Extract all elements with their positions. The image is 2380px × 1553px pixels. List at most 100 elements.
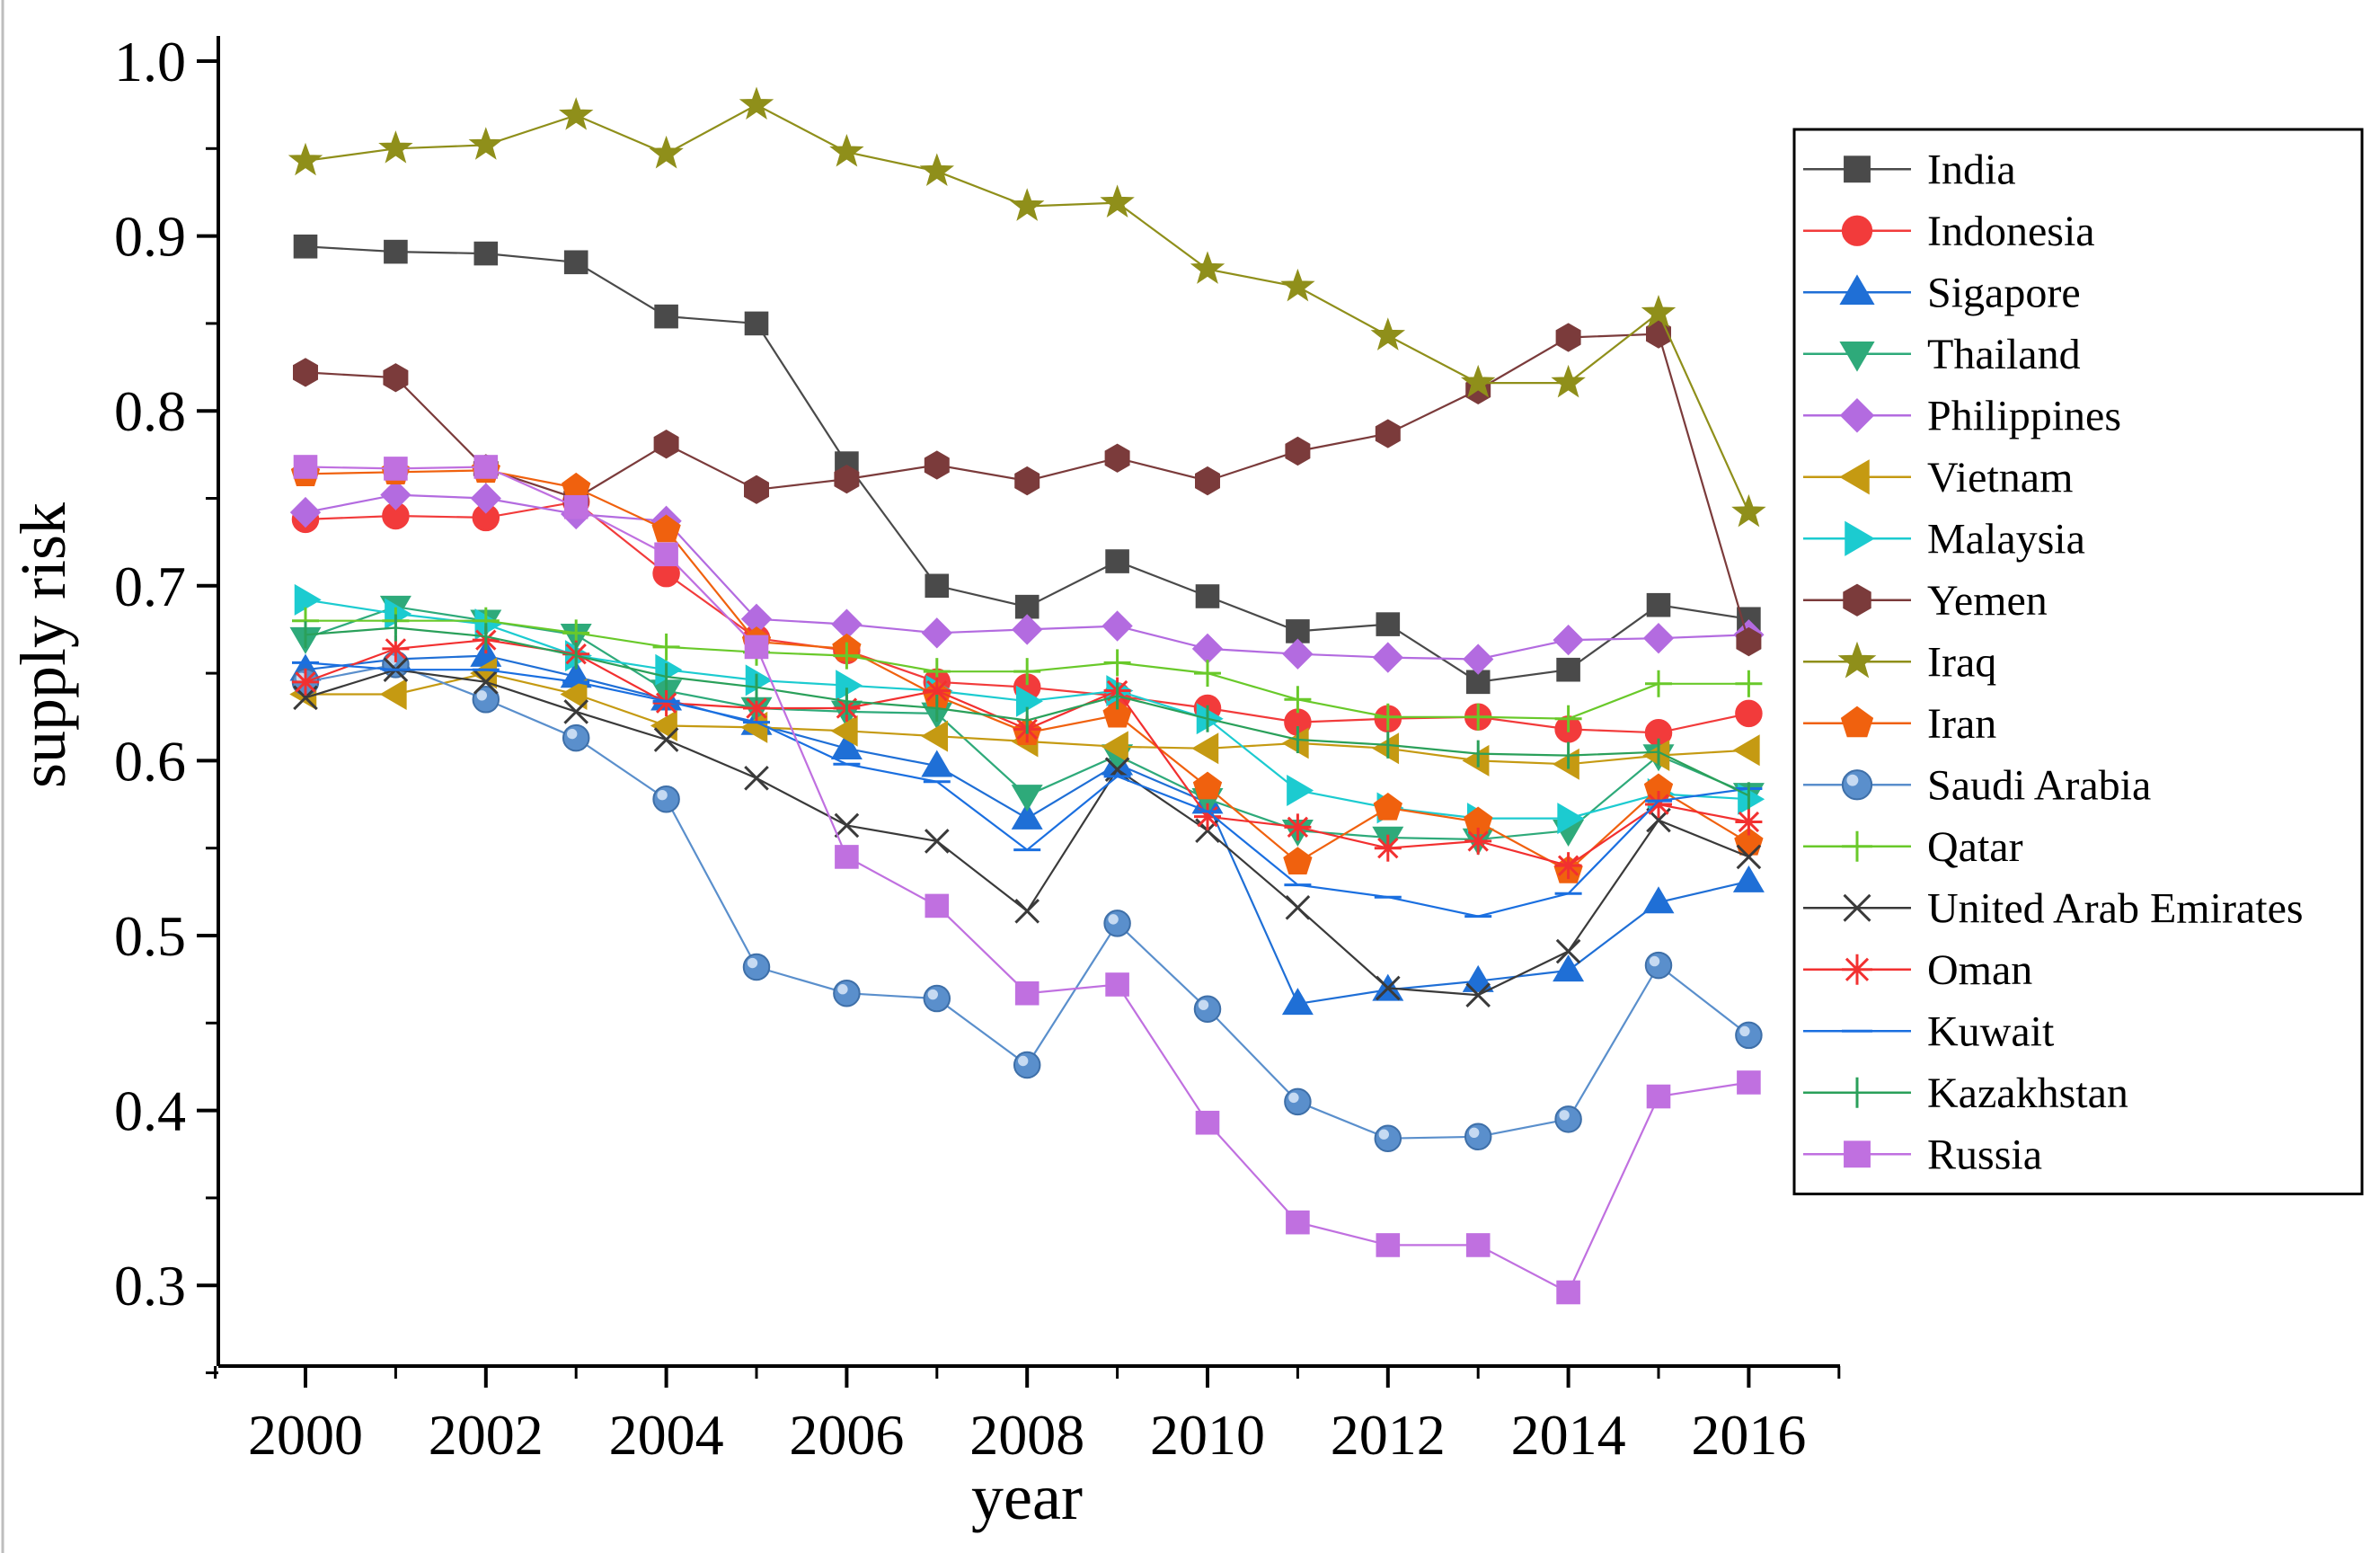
legend-item-thailand: Thailand: [1803, 331, 2081, 378]
data-point-philippines: [380, 479, 411, 510]
legend-marker-vietnam: [1839, 459, 1870, 495]
data-point-qatar: [1374, 703, 1402, 731]
data-point-vietnam: [1462, 744, 1490, 776]
marker-hexagon: [834, 464, 860, 494]
series-india: [293, 234, 1761, 695]
marker-triangle-down: [1839, 342, 1875, 372]
data-point-vietnam: [379, 678, 407, 710]
marker-sphere-highlight: [1198, 999, 1209, 1010]
marker-triangle-up: [830, 732, 863, 760]
data-point-iraq: [1280, 268, 1315, 302]
legend-label-philippines: Philippines: [1927, 392, 2121, 439]
marker-pentagon: [651, 514, 681, 543]
y-axis: 0.3 0.4 0.5 0.6 0.7 0.8 0.9 1.0: [114, 30, 220, 1374]
data-point-yemen: [1285, 436, 1311, 466]
legend-item-kazakhstan: Kazakhstan: [1803, 1069, 2128, 1117]
marker-x-b: [653, 727, 679, 752]
series-kuwait: [292, 661, 1763, 918]
marker-square: [1465, 1233, 1491, 1257]
data-point-saudi-arabia: [1284, 1087, 1312, 1116]
legend-item-yemen: Yemen: [1803, 577, 2048, 625]
marker-pentagon: [1102, 699, 1132, 728]
legend-marker-india: [1844, 155, 1871, 183]
marker-x-b: [1014, 898, 1040, 924]
marker-diamond: [1012, 614, 1043, 645]
marker-sphere-highlight: [1108, 914, 1119, 925]
marker-triangle-right: [1557, 803, 1585, 835]
marker-star: [1460, 364, 1496, 398]
data-point-saudi-arabia: [1103, 910, 1131, 937]
data-point-saudi-arabia: [1013, 1051, 1041, 1079]
marker-square: [473, 455, 499, 479]
x-tick-label: 2008: [969, 1403, 1084, 1467]
legend-marker-thailand: [1839, 342, 1875, 372]
data-point-united-arab-emirates: [834, 812, 860, 839]
data-point-india: [1105, 549, 1129, 573]
data-point-india: [384, 239, 408, 264]
marker-star: [1190, 251, 1225, 284]
legend-marker-iraq: [1837, 641, 1877, 679]
marker-sphere-highlight: [1018, 1055, 1029, 1067]
legend-marker-saudi-arabia: [1841, 769, 1873, 801]
data-point-yemen: [924, 450, 950, 480]
data-point-saudi-arabia: [923, 984, 951, 1013]
data-point-thailand: [1011, 785, 1043, 812]
marker-diamond: [1553, 624, 1584, 656]
marker-triangle-up: [921, 750, 953, 777]
data-point-philippines: [1372, 642, 1403, 673]
data-point-united-arab-emirates: [744, 766, 769, 791]
data-point-united-arab-emirates: [1465, 982, 1491, 1007]
data-point-qatar: [1735, 670, 1763, 697]
marker-hexagon: [1285, 436, 1311, 466]
marker-square: [1105, 972, 1129, 997]
marker-asterisk-arm: [1467, 830, 1489, 852]
marker-asterisk-arm: [926, 679, 948, 702]
marker-triangle-left: [379, 678, 407, 710]
data-point-philippines: [921, 617, 952, 649]
marker-star: [1837, 641, 1877, 679]
legend-label-india: India: [1927, 146, 2016, 193]
data-point-malaysia: [836, 670, 863, 702]
marker-star: [919, 153, 955, 186]
legend-item-iraq: Iraq: [1803, 638, 1996, 686]
marker-triangle-left: [921, 720, 949, 752]
data-point-united-arab-emirates: [653, 727, 679, 752]
marker-square: [744, 311, 769, 336]
legend-marker-iran: [1840, 706, 1874, 738]
marker-x-b: [1555, 938, 1581, 964]
marker-triangle-left: [1101, 731, 1128, 763]
legend-item-united-arab-emirates: United Arab Emirates: [1803, 884, 2304, 932]
marker-hexagon: [1104, 443, 1130, 473]
marker-sphere-highlight: [1846, 774, 1859, 786]
data-point-malaysia: [1015, 685, 1043, 717]
legend-label-thailand: Thailand: [1927, 331, 2081, 378]
data-point-vietnam: [830, 714, 858, 747]
data-point-iraq: [378, 130, 413, 164]
marker-sphere-highlight: [1288, 1092, 1299, 1104]
marker-square: [1737, 1070, 1761, 1095]
marker-sphere: [1554, 1105, 1582, 1133]
marker-sphere: [1284, 1087, 1312, 1116]
marker-square: [1105, 549, 1129, 573]
data-point-iran: [1373, 792, 1402, 821]
data-point-india: [473, 241, 499, 266]
marker-sphere: [923, 984, 951, 1013]
marker-hexagon: [1375, 419, 1401, 448]
data-point-russia: [1646, 1084, 1671, 1109]
legend-label-malaysia: Malaysia: [1927, 515, 2085, 563]
data-point-russia: [925, 893, 950, 918]
data-point-united-arab-emirates: [1555, 938, 1581, 964]
marker-star: [468, 127, 504, 160]
data-point-india: [654, 304, 678, 329]
marker-hexagon: [383, 363, 409, 393]
marker-triangle-left: [1191, 732, 1219, 765]
marker-triangle-right: [1287, 774, 1314, 806]
marker-square: [1844, 1140, 1871, 1168]
legend-label-russia: Russia: [1927, 1131, 2042, 1178]
data-point-russia: [1014, 981, 1040, 1006]
data-point-saudi-arabia: [1464, 1123, 1492, 1151]
data-point-yemen: [1555, 323, 1581, 352]
marker-star: [1731, 493, 1766, 528]
data-point-sigapore: [1011, 802, 1043, 830]
data-point-vietnam: [1191, 732, 1219, 765]
